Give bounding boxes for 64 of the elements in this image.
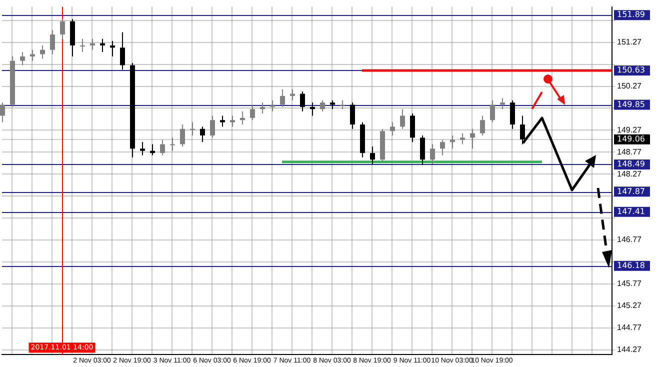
candlestick <box>320 100 325 112</box>
candlestick <box>490 100 495 123</box>
candlestick <box>180 124 185 147</box>
candlestick <box>90 38 95 50</box>
y-tick-label: 144.27 <box>617 344 642 354</box>
candlestick <box>300 91 305 112</box>
candlestick <box>280 88 285 108</box>
ref-line-label: 147.41 <box>617 206 645 216</box>
y-tick-label: 151.27 <box>617 38 642 47</box>
candlestick <box>210 115 215 138</box>
candlestick <box>40 44 45 60</box>
y-tick-label: 145.27 <box>617 301 642 310</box>
candlestick <box>110 40 115 57</box>
candlestick <box>440 139 445 156</box>
candlestick <box>140 142 145 156</box>
ref-line-label: 147.87 <box>617 186 645 196</box>
y-tick-label: 146.77 <box>617 235 642 244</box>
y-tick-label: 145.77 <box>617 279 642 288</box>
candlestick <box>470 128 475 150</box>
y-tick-label: 149.27 <box>617 125 642 134</box>
candlestick <box>240 110 245 125</box>
candlestick <box>390 122 395 136</box>
candlestick <box>450 134 455 150</box>
y-tick-label: 148.27 <box>617 169 642 178</box>
y-tick-label: 150.27 <box>617 81 642 90</box>
candlestick <box>510 100 515 130</box>
y-tick-label: 144.77 <box>617 323 642 332</box>
candlestick <box>0 102 5 123</box>
ref-line-label: 149.06 <box>617 134 645 144</box>
candlestick <box>270 100 275 112</box>
ref-line-label: 149.85 <box>617 100 645 109</box>
candlestick <box>80 38 85 53</box>
candlestick <box>410 113 415 143</box>
ref-line-label: 150.63 <box>617 66 645 75</box>
candlestick <box>120 32 125 70</box>
candlestick <box>420 134 425 166</box>
candlestick <box>350 102 355 130</box>
candlestick <box>200 126 205 143</box>
candlestick <box>480 115 485 136</box>
ref-line-label: 148.49 <box>617 160 645 169</box>
candlestick <box>400 108 405 130</box>
candlestick <box>260 102 265 114</box>
candlestick <box>460 132 465 145</box>
candlestick <box>60 18 65 40</box>
candlestick <box>230 115 235 128</box>
ref-line-label: 146.18 <box>617 260 645 270</box>
candlestick <box>310 102 315 116</box>
candlestick <box>190 122 195 136</box>
candlestick <box>430 144 435 165</box>
candlestick <box>170 137 175 152</box>
candlestick <box>370 146 375 165</box>
candlestick <box>100 38 105 53</box>
candlestick <box>30 49 35 62</box>
candlestick <box>160 139 165 156</box>
candlestick <box>250 104 255 121</box>
candlestick <box>50 30 55 55</box>
y-tick-label: 148.77 <box>617 147 642 156</box>
candlestick <box>150 144 155 156</box>
candlestick <box>290 88 295 101</box>
candlestick <box>500 98 505 110</box>
candlestick <box>20 52 25 66</box>
ref-line-label: 151.89 <box>617 10 645 20</box>
candlestick <box>520 115 525 145</box>
candlestick <box>220 115 225 128</box>
